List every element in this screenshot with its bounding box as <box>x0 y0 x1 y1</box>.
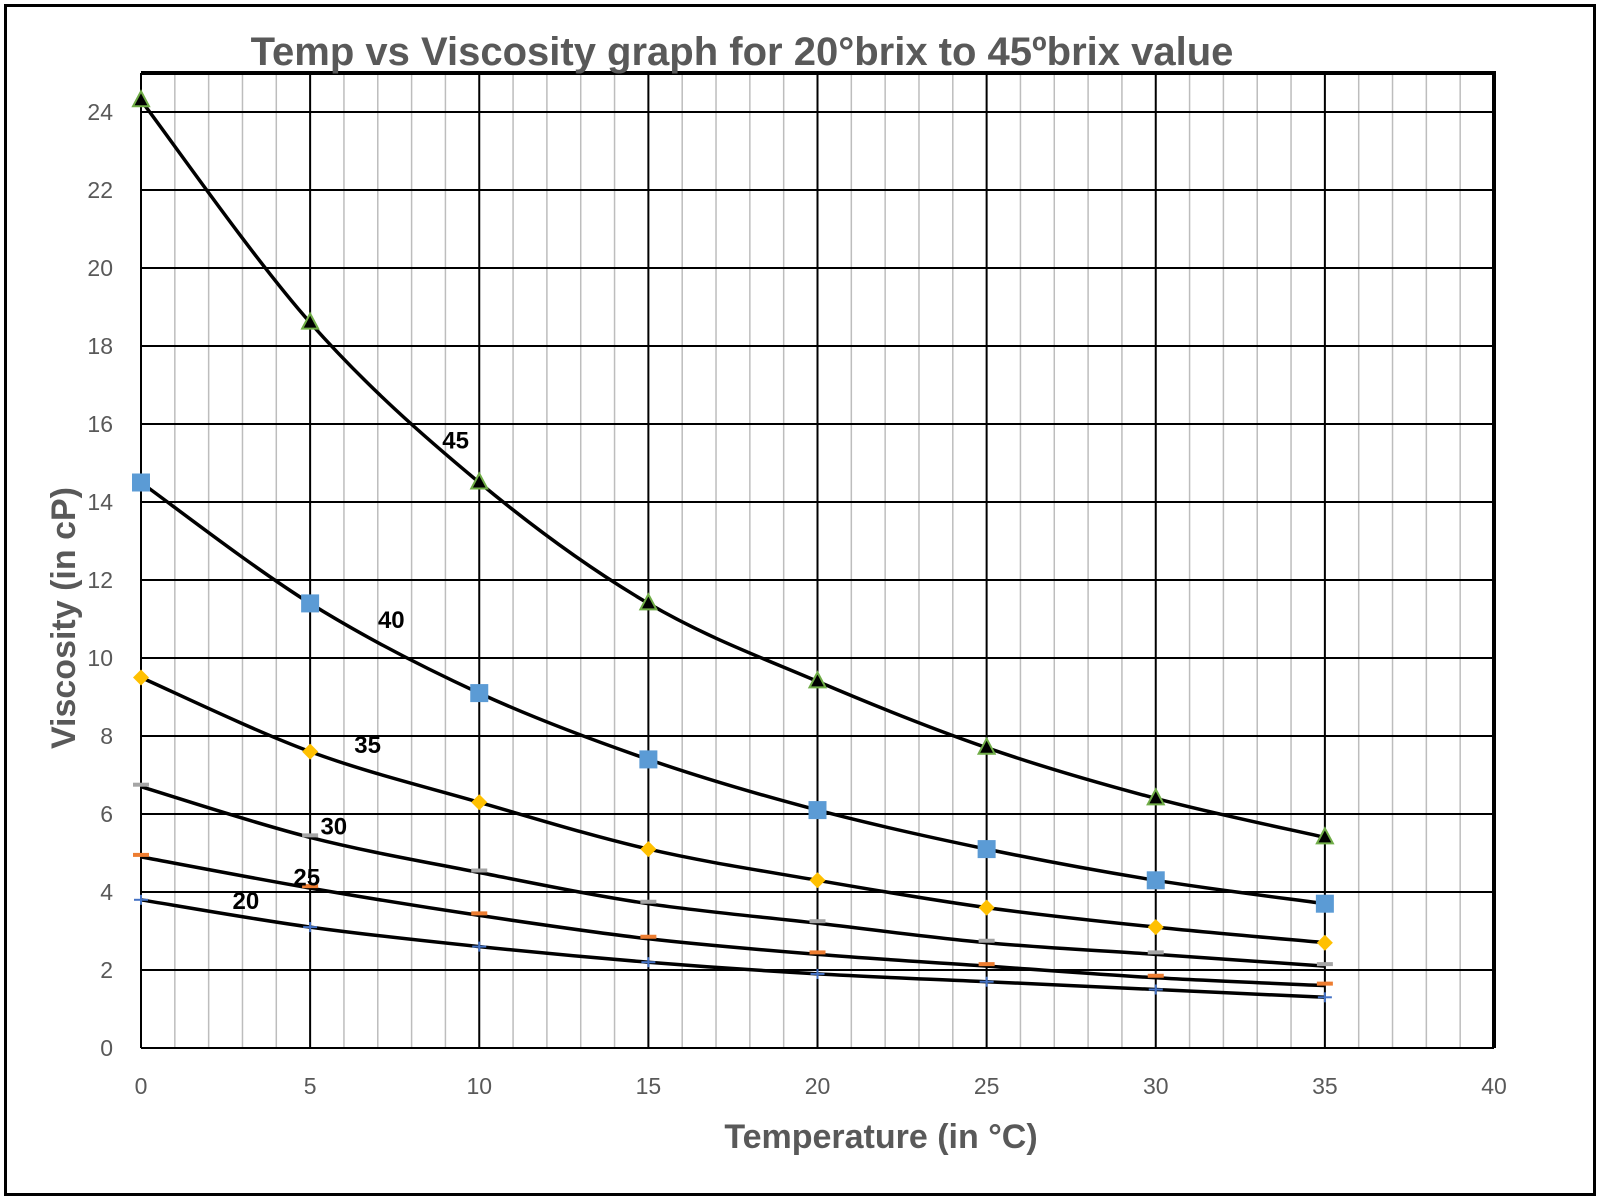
x-tick-label: 10 <box>466 1073 492 1099</box>
series-line-20 <box>140 898 1325 1000</box>
data-point <box>300 311 320 330</box>
series-label-25: 25 <box>293 864 320 891</box>
x-tick-label: 25 <box>974 1073 1000 1099</box>
x-tick-label: 15 <box>636 1073 662 1099</box>
series-label-20: 20 <box>233 888 260 915</box>
series-line-35 <box>140 675 1326 945</box>
x-tick-label: 30 <box>1143 1073 1169 1099</box>
data-point <box>471 794 488 811</box>
data-point <box>133 669 149 686</box>
series-label-45: 45 <box>442 428 469 455</box>
data-point <box>978 899 995 916</box>
data-point <box>640 841 657 858</box>
y-tick-label: 4 <box>100 879 113 905</box>
y-tick-label: 2 <box>100 957 113 983</box>
y-tick-label: 12 <box>87 567 113 593</box>
x-tick-label: 35 <box>1312 1073 1338 1099</box>
data-point <box>470 684 489 703</box>
y-tick-label: 14 <box>87 489 113 515</box>
series-line-30 <box>140 785 1326 968</box>
y-tick-label: 0 <box>100 1035 113 1061</box>
y-tick-label: 20 <box>87 255 113 281</box>
x-axis-title: Temperature (in °C) <box>724 1118 1037 1156</box>
chart-title: Temp vs Viscosity graph for 20°brix to 4… <box>251 30 1234 74</box>
y-tick-label: 22 <box>87 177 113 203</box>
series-line-45 <box>139 99 1326 840</box>
data-point <box>638 592 659 611</box>
data-point <box>807 670 828 689</box>
data-point <box>808 801 827 820</box>
x-tick-label: 0 <box>135 1073 148 1099</box>
y-tick-label: 16 <box>87 411 113 437</box>
data-point <box>131 89 151 108</box>
series-line-25 <box>140 855 1325 988</box>
data-point <box>469 471 489 490</box>
data-point <box>639 750 658 769</box>
data-point <box>976 736 997 755</box>
grid <box>140 71 1496 1049</box>
data-point <box>809 872 826 889</box>
data-point <box>302 743 319 760</box>
x-tick-label: 20 <box>805 1073 831 1099</box>
data-point <box>1147 919 1164 936</box>
y-axis-title: Viscosity (in cP) <box>45 487 83 749</box>
data-point <box>1315 894 1334 913</box>
x-tick-label: 40 <box>1481 1073 1507 1099</box>
y-tick-label: 24 <box>87 99 113 125</box>
y-tick-label: 8 <box>100 723 113 749</box>
x-tick-label: 5 <box>304 1073 317 1099</box>
data-markers <box>131 89 1335 1003</box>
series-label-30: 30 <box>320 814 347 841</box>
data-point <box>977 840 996 859</box>
data-point <box>1146 871 1165 890</box>
series-label-35: 35 <box>354 732 381 759</box>
data-point <box>301 594 320 613</box>
data-point <box>1315 826 1335 845</box>
data-point <box>132 473 150 492</box>
y-tick-label: 18 <box>87 333 113 359</box>
data-point <box>1316 934 1333 951</box>
series-label-40: 40 <box>378 607 405 634</box>
y-tick-label: 10 <box>87 645 113 671</box>
series-line-40 <box>139 481 1326 906</box>
chart-frame: 45 40 35 30 25 20 0 5 10 15 20 25 30 35 40 0 2 4 6 8 10 12 14… <box>4 4 1596 1196</box>
y-tick-label: 6 <box>100 801 113 827</box>
data-point <box>1146 787 1166 806</box>
series-lines <box>139 99 1326 1000</box>
